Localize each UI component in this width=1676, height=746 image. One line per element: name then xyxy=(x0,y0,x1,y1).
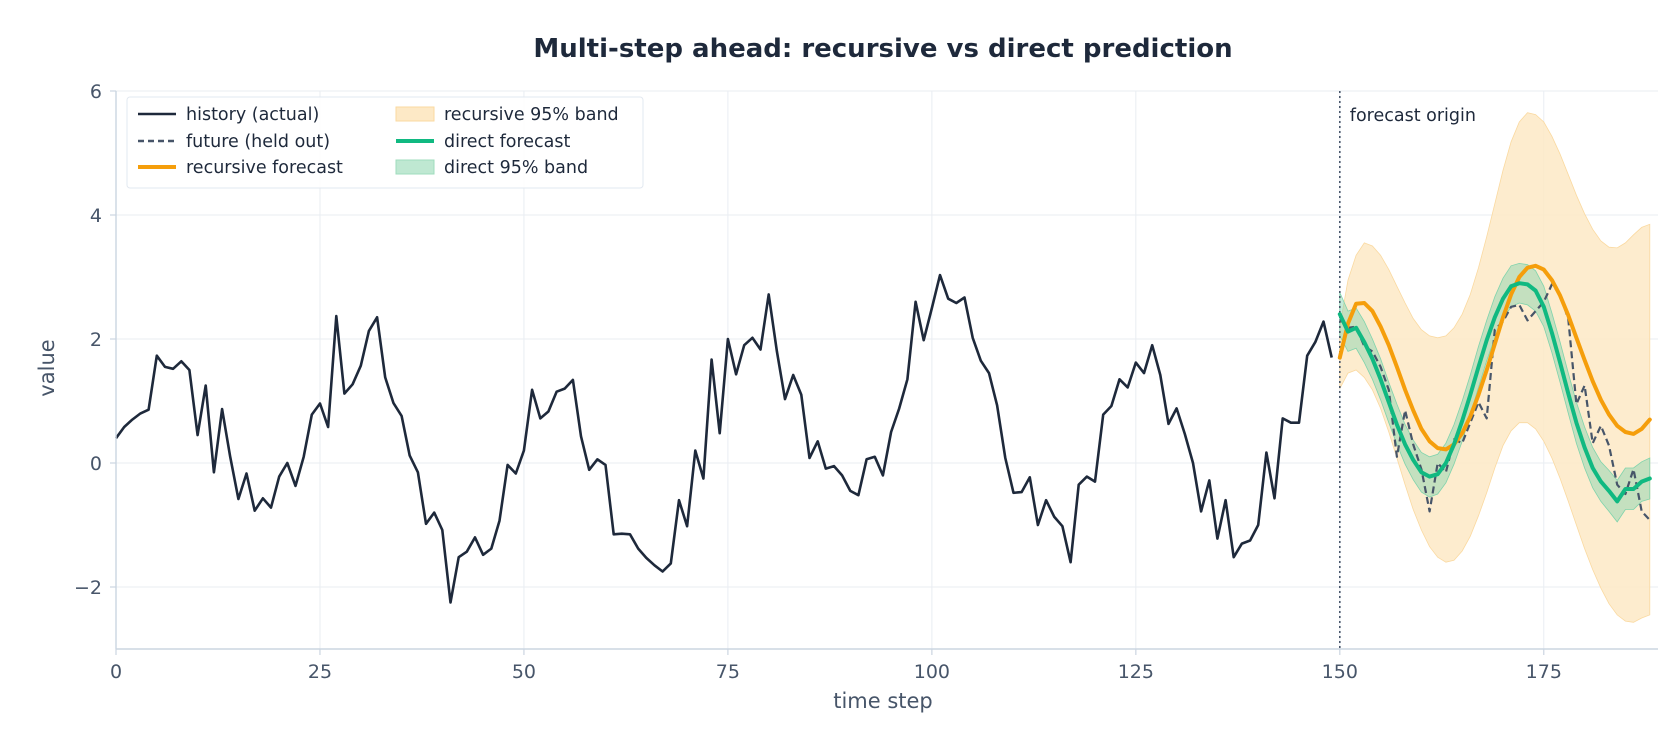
x-tick-label: 100 xyxy=(914,661,950,683)
legend-swatch-direct_band xyxy=(395,159,435,175)
lines xyxy=(114,91,1652,649)
x-tick-label: 175 xyxy=(1526,661,1562,683)
y-tick-label: 4 xyxy=(90,205,102,227)
chart-title: Multi-step ahead: recursive vs direct pr… xyxy=(533,34,1232,64)
bands xyxy=(1339,112,1651,623)
x-tick-label: 25 xyxy=(308,661,332,683)
legend-label-direct_band: direct 95% band xyxy=(444,158,588,178)
ticks: 0 25 50 75 100 125 150 175 −2 0 2 4 6 xyxy=(74,81,1562,683)
y-axis-label: value xyxy=(35,339,59,396)
legend-label-history: history (actual) xyxy=(186,105,319,125)
recursive-forecast-line xyxy=(1337,263,1652,452)
y-tick-label: 0 xyxy=(90,453,102,475)
direct-forecast-line xyxy=(1337,281,1652,504)
x-tick-label: 75 xyxy=(716,661,740,683)
y-tick-label: 2 xyxy=(90,329,102,351)
legend-box xyxy=(126,96,644,189)
x-axis-label: time step xyxy=(833,689,933,713)
legend: history (actual) future (held out) recursi… xyxy=(126,96,644,189)
axes xyxy=(115,91,1658,650)
x-tick-label: 0 xyxy=(110,661,122,683)
legend-label-recursive_band: recursive 95% band xyxy=(444,105,619,125)
x-tick-label: 150 xyxy=(1322,661,1358,683)
legend-swatch-recursive_band xyxy=(395,106,435,122)
legend-label-future: future (held out) xyxy=(186,132,330,152)
x-tick-label: 125 xyxy=(1118,661,1154,683)
legend-label-direct: direct forecast xyxy=(444,132,571,152)
legend-label-recursive: recursive forecast xyxy=(186,158,343,178)
x-tick-label: 50 xyxy=(512,661,536,683)
y-tick-label: −2 xyxy=(74,577,102,599)
history-line xyxy=(114,273,1333,604)
y-tick-label: 6 xyxy=(90,81,102,103)
recursive-95-band xyxy=(1339,112,1651,623)
forecast-origin-label: forecast origin xyxy=(1350,106,1476,126)
